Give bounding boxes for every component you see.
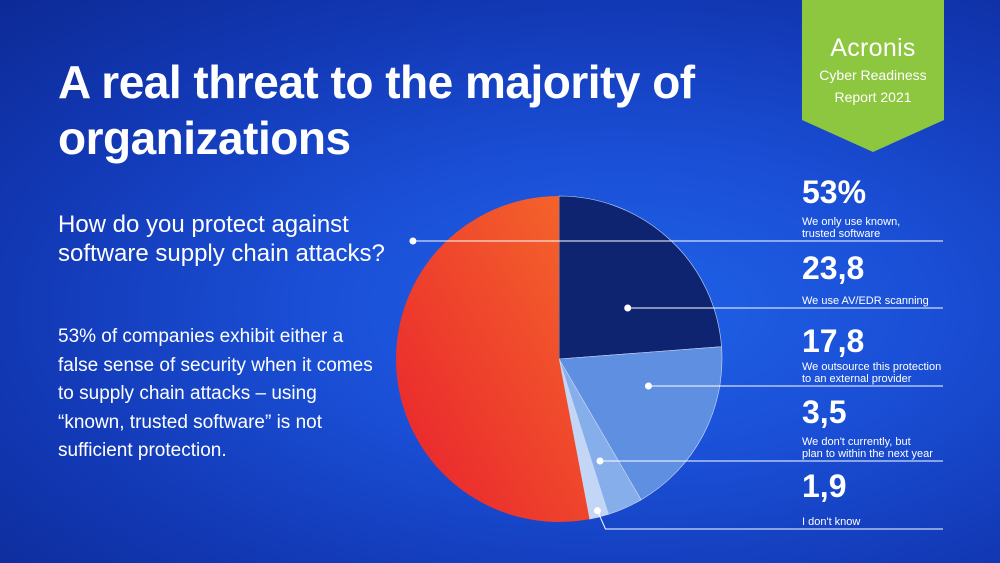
value-label-4: 1,9 bbox=[802, 468, 846, 504]
description-label-2-1: to an external provider bbox=[802, 373, 912, 385]
description-label-3-1: plan to within the next year bbox=[802, 448, 933, 460]
description-label-1-0: We use AV/EDR scanning bbox=[802, 295, 929, 307]
value-label-3: 3,5 bbox=[802, 394, 846, 430]
report-line-2: Report 2021 bbox=[834, 89, 912, 105]
pie-slice-1 bbox=[558, 195, 722, 360]
description-label-0-0: We only use known, bbox=[802, 216, 900, 228]
description-label-0-1: trusted software bbox=[802, 228, 880, 240]
pie-slice-0 bbox=[395, 196, 590, 523]
value-label-1: 23,8 bbox=[802, 250, 864, 286]
page-title: A real threat to the majority of organiz… bbox=[58, 56, 695, 164]
value-label-2: 17,8 bbox=[802, 323, 864, 359]
description-label-2-0: We outsource this protection bbox=[802, 361, 941, 373]
description-label-4-0: I don't know bbox=[802, 516, 860, 528]
body-paragraph: 53% of companies exhibit either a false … bbox=[58, 326, 373, 461]
question-heading: How do you protect against software supp… bbox=[58, 211, 385, 267]
leader-dot-2 bbox=[644, 382, 652, 390]
report-line-1: Cyber Readiness bbox=[819, 67, 927, 83]
leader-dot-3 bbox=[596, 457, 604, 465]
leader-dot-0 bbox=[409, 237, 417, 245]
leader-line-4 bbox=[596, 510, 943, 530]
leader-dot-4 bbox=[593, 507, 601, 515]
description-label-3-0: We don't currently, but bbox=[802, 436, 911, 448]
pie-slice-4 bbox=[558, 358, 609, 520]
leader-dot-1 bbox=[624, 304, 632, 312]
acronis-logo: Acronis bbox=[830, 34, 916, 62]
value-label-0: 53% bbox=[802, 174, 866, 210]
acronis-badge: Acronis Cyber Readiness Report 2021 bbox=[802, 0, 944, 152]
pie-slice-2 bbox=[558, 346, 723, 501]
